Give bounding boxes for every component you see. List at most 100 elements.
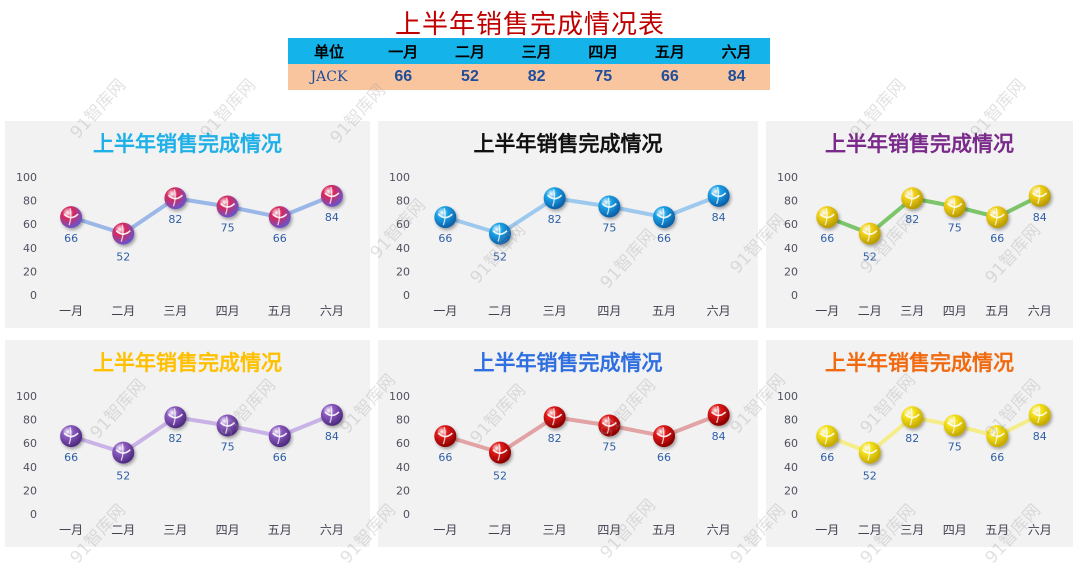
x-tick-label: 三月 bbox=[543, 304, 567, 318]
table-header-cell: 五月 bbox=[636, 38, 704, 64]
data-label: 84 bbox=[325, 430, 339, 443]
x-tick-label: 三月 bbox=[163, 523, 187, 537]
chart-panel: 上半年销售完成情况 0 20 40 60 80 100 一月 二月 三月 四月 五月 六月 66 52 82 7… bbox=[766, 121, 1073, 328]
data-label: 75 bbox=[948, 441, 962, 454]
data-label: 82 bbox=[168, 213, 182, 226]
x-tick-label: 一月 bbox=[59, 523, 83, 537]
y-tick-label: 20 bbox=[396, 484, 410, 497]
y-tick-label: 60 bbox=[784, 437, 798, 450]
data-label: 52 bbox=[863, 251, 877, 264]
chart-panel: 上半年销售完成情况 0 20 40 60 80 100 一月 二月 三月 四月 五月 六月 66 52 82 7… bbox=[766, 340, 1073, 547]
table-header-cell: 四月 bbox=[569, 38, 637, 64]
chart-panel: 上半年销售完成情况 0 20 40 60 80 100 一月 二月 三月 四月 五月 六月 66 52 82 7… bbox=[5, 340, 370, 547]
data-point bbox=[164, 187, 187, 210]
line-chart: 上半年销售完成情况 0 20 40 60 80 100 一月 二月 三月 四月 五月 六月 66 52 82 7… bbox=[16, 351, 344, 537]
x-tick-label: 六月 bbox=[320, 304, 344, 318]
data-label: 84 bbox=[1033, 211, 1047, 224]
y-tick-label: 0 bbox=[791, 289, 798, 302]
data-point bbox=[60, 206, 83, 229]
table-header-cell: 二月 bbox=[436, 38, 504, 64]
data-point bbox=[901, 406, 924, 429]
data-label: 66 bbox=[438, 451, 452, 464]
data-point bbox=[268, 206, 291, 229]
data-label: 66 bbox=[820, 232, 834, 245]
x-tick-label: 五月 bbox=[268, 523, 292, 537]
data-label: 84 bbox=[325, 211, 339, 224]
y-tick-label: 0 bbox=[403, 289, 410, 302]
table-row: JACK 66 52 82 75 66 84 bbox=[288, 64, 770, 90]
x-tick-label: 五月 bbox=[652, 523, 676, 537]
data-point bbox=[653, 206, 675, 229]
table-header-cell: 六月 bbox=[703, 38, 770, 64]
y-tick-label: 100 bbox=[16, 171, 37, 184]
data-point bbox=[216, 195, 239, 218]
x-tick-label: 四月 bbox=[943, 523, 967, 537]
table-header-cell: 三月 bbox=[503, 38, 570, 64]
x-tick-label: 六月 bbox=[707, 304, 731, 318]
data-point bbox=[320, 184, 343, 207]
y-tick-label: 20 bbox=[784, 265, 798, 278]
y-tick-label: 100 bbox=[777, 390, 798, 403]
chart-title: 上半年销售完成情况 bbox=[93, 132, 282, 156]
data-point bbox=[816, 206, 839, 229]
data-point bbox=[543, 406, 566, 429]
chart-title: 上半年销售完成情况 bbox=[825, 132, 1014, 156]
chart-panel: 上半年销售完成情况 0 20 40 60 80 100 一月 二月 三月 四月 五月 六月 66 52 82 7… bbox=[378, 121, 758, 328]
y-tick-label: 100 bbox=[777, 171, 798, 184]
y-tick-label: 0 bbox=[30, 508, 37, 521]
data-label: 66 bbox=[990, 232, 1004, 245]
y-tick-label: 40 bbox=[784, 242, 798, 255]
y-tick-label: 80 bbox=[23, 414, 37, 427]
data-point bbox=[112, 441, 135, 464]
x-tick-label: 三月 bbox=[163, 304, 187, 318]
data-point bbox=[216, 414, 239, 437]
y-tick-label: 20 bbox=[784, 484, 798, 497]
y-tick-label: 40 bbox=[396, 242, 410, 255]
x-tick-label: 一月 bbox=[815, 304, 839, 318]
data-point bbox=[858, 441, 881, 464]
data-label: 82 bbox=[548, 432, 562, 445]
x-tick-label: 四月 bbox=[943, 304, 967, 318]
y-tick-label: 0 bbox=[403, 508, 410, 521]
table-cell: 84 bbox=[703, 64, 770, 90]
table-header-row: 单位 一月 二月 三月 四月 五月 六月 bbox=[288, 38, 770, 64]
y-tick-label: 40 bbox=[23, 461, 37, 474]
line-chart: 上半年销售完成情况 0 20 40 60 80 100 一月 二月 三月 四月 五月 六月 66 52 82 7… bbox=[777, 351, 1052, 537]
data-point bbox=[434, 425, 457, 448]
data-point bbox=[489, 441, 511, 464]
x-tick-label: 一月 bbox=[433, 523, 457, 537]
y-tick-label: 100 bbox=[389, 390, 410, 403]
data-label: 52 bbox=[116, 251, 130, 264]
series-line bbox=[70, 194, 333, 236]
x-tick-label: 四月 bbox=[216, 523, 240, 537]
y-tick-label: 80 bbox=[396, 414, 410, 427]
data-point bbox=[434, 206, 457, 229]
x-tick-label: 二月 bbox=[858, 523, 882, 537]
chart-title: 上半年销售完成情况 bbox=[474, 132, 663, 156]
x-tick-label: 三月 bbox=[900, 304, 924, 318]
x-tick-label: 五月 bbox=[652, 304, 676, 318]
x-tick-label: 四月 bbox=[597, 304, 621, 318]
data-label: 82 bbox=[905, 213, 919, 226]
series-line bbox=[444, 194, 720, 236]
data-label: 66 bbox=[657, 232, 671, 245]
data-point bbox=[598, 195, 621, 218]
data-point bbox=[489, 222, 511, 245]
x-tick-label: 二月 bbox=[858, 304, 882, 318]
y-tick-label: 60 bbox=[23, 218, 37, 231]
data-point bbox=[986, 425, 1009, 448]
data-point bbox=[1028, 184, 1051, 207]
data-point bbox=[707, 184, 730, 207]
x-tick-label: 三月 bbox=[543, 523, 567, 537]
x-tick-label: 二月 bbox=[111, 304, 135, 318]
data-label: 84 bbox=[1033, 430, 1047, 443]
data-label: 75 bbox=[948, 222, 962, 235]
data-label: 66 bbox=[657, 451, 671, 464]
data-point bbox=[653, 425, 675, 448]
y-tick-label: 40 bbox=[396, 461, 410, 474]
data-point bbox=[320, 403, 343, 426]
data-point bbox=[268, 425, 291, 448]
table-cell: 82 bbox=[503, 64, 570, 90]
data-point bbox=[986, 206, 1009, 229]
x-tick-label: 一月 bbox=[59, 304, 83, 318]
